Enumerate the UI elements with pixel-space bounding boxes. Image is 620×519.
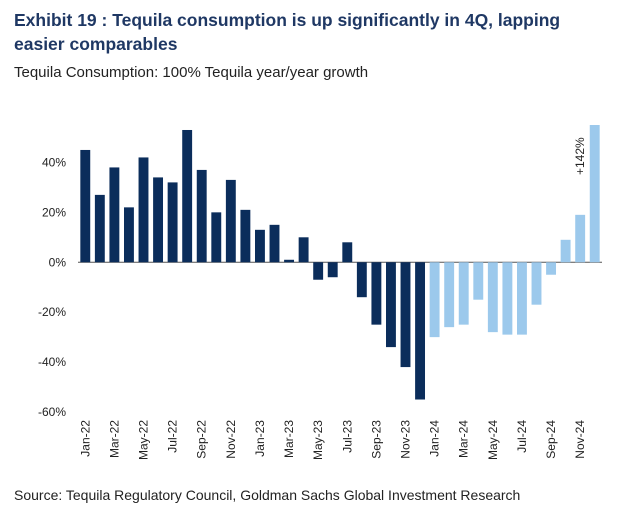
- bar-Mar-23: [284, 259, 295, 263]
- x-tick-label: Sep-23: [369, 420, 383, 459]
- bar-Jan-22: [80, 149, 91, 263]
- bar-Jan-24: [429, 262, 440, 338]
- x-tick-label: May-24: [486, 420, 500, 460]
- y-tick-label: 0%: [49, 255, 67, 269]
- bar-Sep-22: [196, 169, 207, 263]
- bar-Jul-22: [167, 182, 178, 263]
- x-tick-label: May-22: [137, 420, 151, 460]
- bar-Dec-22: [240, 209, 251, 263]
- bar-Oct-23: [386, 262, 396, 348]
- x-tick-label: May-23: [311, 420, 325, 460]
- bar-Oct-22: [211, 212, 222, 263]
- chart-subtitle: Tequila Consumption: 100% Tequila year/y…: [14, 64, 369, 81]
- x-tick-label: Nov-22: [224, 420, 238, 459]
- bar-Feb-23: [269, 224, 280, 263]
- chart-title: Exhibit 19 : Tequila consumption is up s…: [14, 10, 561, 54]
- bar-Feb-22: [94, 194, 105, 263]
- x-tick-label: Mar-22: [107, 420, 121, 458]
- x-tick-label: Jul-24: [515, 420, 529, 453]
- bar-Nov-22: [225, 179, 236, 263]
- bar-Sep-23: [371, 262, 382, 325]
- x-tick-label: Sep-22: [195, 420, 209, 459]
- bar-Oct-24: [560, 239, 571, 263]
- x-tick-label: Nov-23: [399, 420, 413, 459]
- bar-May-24: [487, 262, 498, 333]
- x-tick-label: Mar-24: [457, 420, 471, 458]
- x-tick-label: Jan-22: [78, 420, 92, 457]
- x-tick-label: Jan-23: [253, 420, 267, 457]
- y-tick-label: -20%: [38, 305, 66, 319]
- bar-Aug-23: [356, 262, 367, 298]
- bar-Nov-24: [575, 214, 586, 263]
- bar-Mar-22: [109, 167, 120, 263]
- y-tick-label: -40%: [38, 355, 66, 369]
- y-tick-label: 40%: [42, 155, 66, 169]
- bar-Sep-24: [546, 262, 557, 275]
- bar-Apr-23: [298, 237, 309, 263]
- bar-May-22: [138, 157, 149, 263]
- bar-Aug-22: [182, 129, 193, 263]
- bar-Mar-24: [458, 262, 469, 325]
- bar-Jun-23: [327, 262, 338, 278]
- bar-Jan-23: [255, 229, 265, 263]
- bar-May-23: [313, 262, 324, 280]
- x-tick-label: Sep-24: [544, 420, 558, 459]
- y-tick-label: -60%: [38, 405, 66, 419]
- bar-Jul-24: [517, 262, 527, 335]
- y-tick-label: 20%: [42, 205, 66, 219]
- bar-Dec-23: [415, 262, 426, 400]
- x-tick-label: Mar-23: [282, 420, 296, 458]
- x-tick-label: Jul-22: [166, 420, 180, 453]
- bar-Apr-22: [124, 207, 134, 263]
- bar-Nov-23: [400, 262, 411, 368]
- x-tick-label: Jan-24: [428, 420, 442, 457]
- bar-Jun-22: [153, 177, 164, 263]
- source-note: Source: Tequila Regulatory Council, Gold…: [14, 487, 521, 503]
- bar-Jul-23: [342, 242, 353, 263]
- bar-Dec-24: [589, 125, 600, 263]
- bar-Feb-24: [444, 262, 455, 328]
- annotation-label: +142%: [573, 137, 587, 175]
- bar-Jun-24: [502, 262, 513, 335]
- bar-Aug-24: [531, 262, 542, 305]
- x-tick-label: Nov-24: [573, 420, 587, 459]
- x-tick-label: Jul-23: [340, 420, 354, 453]
- bar-Apr-24: [473, 262, 484, 300]
